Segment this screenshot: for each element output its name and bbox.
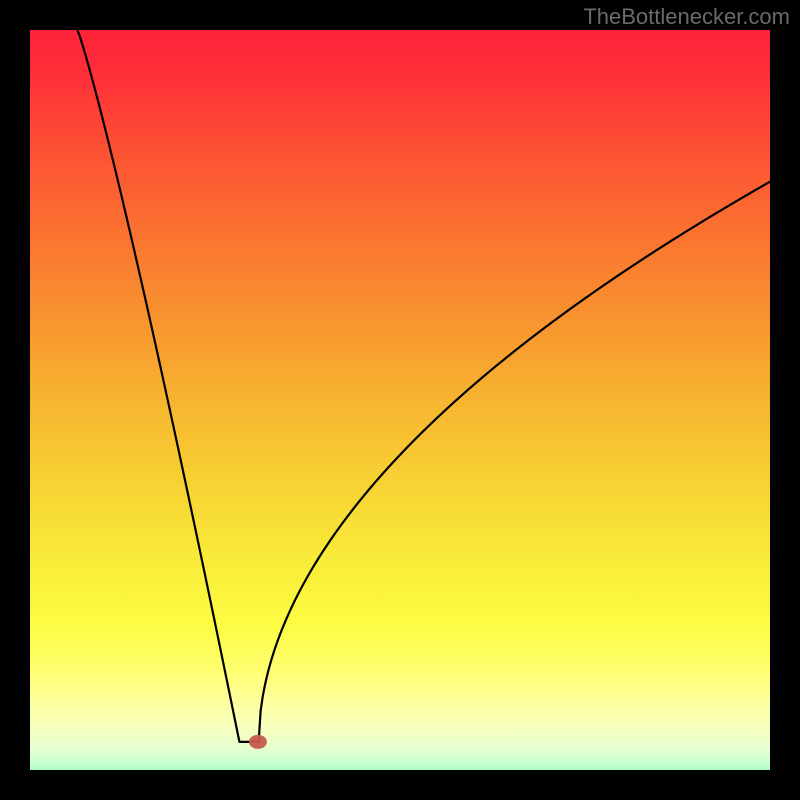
watermark-text: TheBottlenecker.com bbox=[583, 4, 790, 30]
bottleneck-chart bbox=[0, 0, 800, 800]
optimal-point-marker bbox=[249, 735, 267, 749]
chart-background bbox=[0, 0, 800, 800]
chart-container: TheBottlenecker.com bbox=[0, 0, 800, 800]
